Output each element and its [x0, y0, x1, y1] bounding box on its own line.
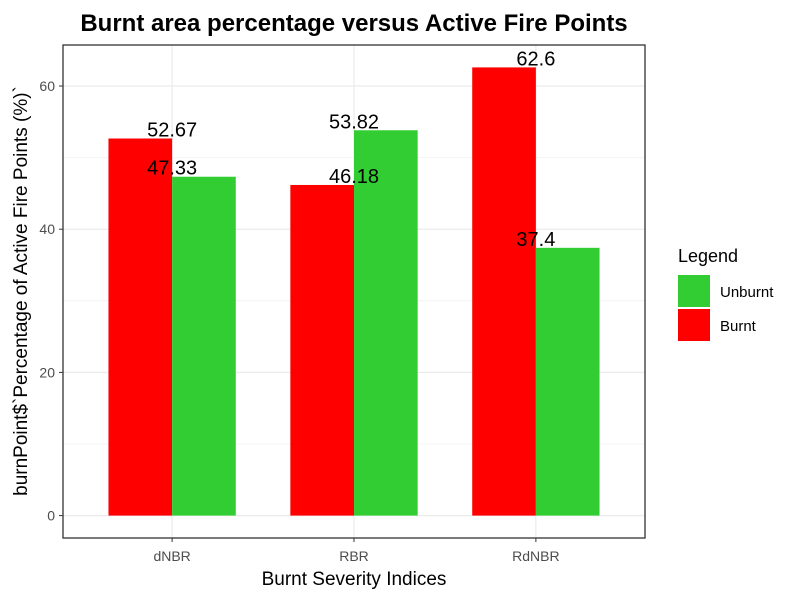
- bar-burnt-rdnbr: [472, 67, 536, 516]
- data-label-burnt-rdnbr: 62.6: [516, 48, 555, 70]
- data-label-burnt-dnbr: 52.67: [147, 120, 197, 142]
- legend-title: Legend: [678, 246, 738, 266]
- y-tick-label: 20: [39, 364, 55, 380]
- data-label-burnt-rbr: 46.18: [329, 166, 379, 188]
- legend-label-burnt: Burnt: [720, 318, 757, 335]
- legend-key-burnt: [678, 309, 710, 341]
- x-tick-label: RBR: [339, 548, 369, 564]
- bar-burnt-rbr: [290, 184, 354, 516]
- x-tick-label: dNBR: [153, 548, 190, 564]
- legend: Legend Unburnt Burnt: [678, 246, 774, 341]
- x-axis-title: Burnt Severity Indices: [262, 569, 447, 590]
- bar-unburnt-rbr: [354, 130, 418, 516]
- y-axis-title: burnPoint$`Percentage of Active Fire Poi…: [11, 86, 32, 496]
- data-label-unburnt-dnbr: 47.33: [147, 158, 197, 180]
- y-tick-label: 40: [39, 221, 55, 237]
- y-tick-label: 60: [39, 78, 55, 94]
- legend-key-unburnt: [678, 275, 710, 307]
- y-tick-label: 0: [47, 508, 55, 524]
- chart-title: Burnt area percentage versus Active Fire…: [80, 10, 627, 37]
- legend-label-unburnt: Unburnt: [720, 284, 774, 301]
- plot-panel: 52.67 46.18 62.6 47.33 53.82 37.4 0 20 40 60 dNBR R…: [39, 44, 646, 564]
- bar-unburnt-rdnbr: [535, 247, 600, 516]
- data-label-unburnt-rbr: 53.82: [329, 111, 379, 133]
- data-label-unburnt-rdnbr: 37.4: [516, 229, 555, 251]
- bar-unburnt-dnbr: [172, 176, 236, 516]
- bar-burnt-dnbr: [108, 138, 173, 516]
- x-tick-label: RdNBR: [512, 548, 559, 564]
